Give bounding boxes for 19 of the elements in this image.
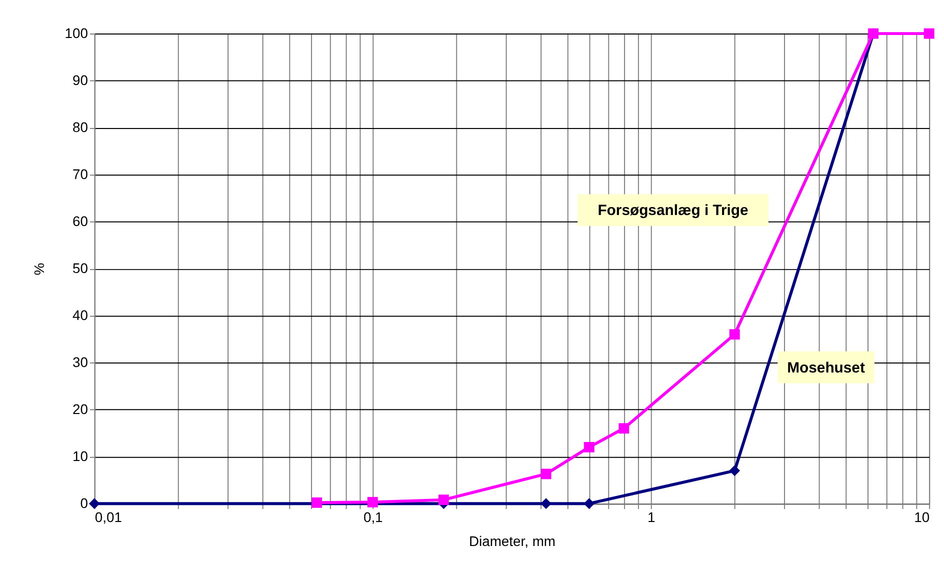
y-tick-label: 40 [72,307,88,324]
y-axis-title: % [30,262,47,276]
x-tick-label: 0,1 [363,508,384,525]
y-tick-label: 20 [72,401,88,418]
x-tick-label: 10 [914,508,930,525]
y-tick-label: 50 [72,260,88,276]
y-tick-label: 70 [72,166,88,182]
y-tick-label: 90 [72,72,88,88]
text: Forsøgsanlæg i Trige [598,203,748,220]
x-axis-title: Diameter, mm [468,532,556,549]
y-tick-label: 10 [72,448,88,464]
series-label: Mosehuset [787,360,865,376]
y-tick-label: 60 [72,213,88,230]
x-tick-label: 0,01 [94,508,122,525]
x-tick-label: 1 [647,508,656,525]
y-tick-label: 30 [72,354,88,370]
y-tick-label: 0 [80,495,88,512]
y-tick-label: 80 [72,119,88,136]
y-tick-label: 100 [64,25,88,42]
